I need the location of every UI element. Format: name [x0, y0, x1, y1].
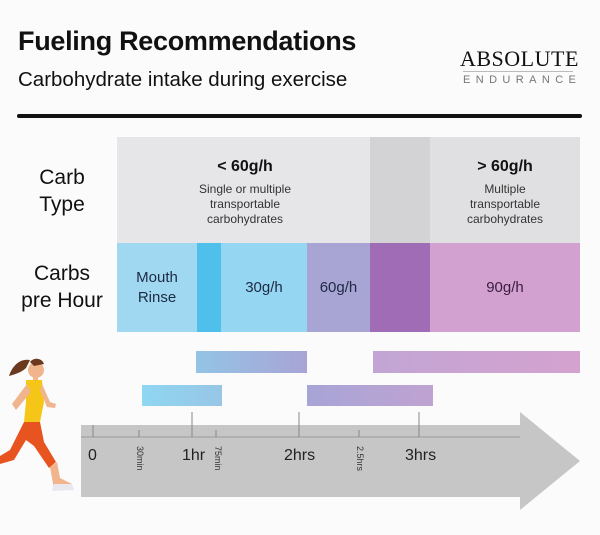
- logo-top: ABSOLUTE: [460, 46, 579, 71]
- carb-type-band-transition: [370, 137, 430, 243]
- bar-30gh: [196, 351, 307, 373]
- page-title: Fueling Recommendations: [18, 26, 357, 56]
- carb-type-band-low: [117, 137, 370, 243]
- row-label-line: Carb: [39, 166, 85, 189]
- segment-label: 30g/h: [245, 278, 283, 296]
- segment-30gh: 30g/h: [221, 243, 307, 332]
- desc-line: transportable: [209, 197, 281, 211]
- desc-line: transportable: [469, 197, 541, 211]
- row-label-carb-type: Carb Type: [20, 164, 104, 218]
- segment-60gh: 60g/h: [307, 243, 370, 332]
- tick-3hrs: 3hrs: [405, 447, 437, 464]
- page-subtitle: Carbohydrate intake during exercise: [18, 68, 348, 91]
- desc-line: carbohydrates: [466, 212, 544, 226]
- row-label-line: pre Hour: [21, 289, 103, 312]
- desc-line: Multiple: [484, 182, 526, 196]
- carb-type-desc: Single or multiple transportable carbohy…: [160, 182, 330, 227]
- segment-label: Mouth: [136, 268, 178, 286]
- bar-mouth-rinse: [142, 385, 222, 406]
- row-label-line: Carbs: [33, 262, 91, 285]
- tick-75min: 75min: [213, 446, 223, 471]
- carb-type-band-high: [430, 137, 580, 243]
- segment-90gh: 90g/h: [430, 243, 580, 332]
- segment-overlap-purple: [370, 243, 430, 332]
- tick-2-5hrs: 2.5hrs: [355, 446, 365, 472]
- tick-30min: 30min: [135, 446, 145, 471]
- segment-label: 60g/h: [319, 278, 358, 296]
- segment-overlap-blue: [197, 243, 221, 332]
- carb-type-high: > 60g/h Multiple transportable carbohydr…: [430, 158, 580, 227]
- tick-2hrs: 2hrs: [284, 447, 316, 464]
- segment-mouth-rinse: Mouth Rinse: [117, 243, 197, 332]
- tick-1hr: 1hr: [182, 447, 206, 464]
- desc-line: Single or multiple: [198, 182, 292, 196]
- logo-bottom: ENDURANCE: [463, 74, 582, 86]
- carb-type-low: < 60g/h Single or multiple transportable…: [160, 158, 330, 227]
- row-label-line: Type: [39, 193, 85, 216]
- header-rule: [17, 114, 582, 118]
- row-label-carbs-per-hour: Carbs pre Hour: [8, 260, 116, 314]
- bar-60gh: [307, 385, 433, 406]
- segment-label: 90g/h: [486, 278, 524, 296]
- logo-divider: [463, 71, 573, 72]
- carb-type-heading: > 60g/h: [477, 158, 533, 175]
- carb-type-heading: < 60g/h: [217, 158, 273, 175]
- bar-90gh: [373, 351, 580, 373]
- carb-type-desc: Multiple transportable carbohydrates: [430, 182, 580, 227]
- runner-icon: [0, 358, 74, 491]
- desc-line: carbohydrates: [206, 212, 284, 226]
- tick-0: 0: [88, 447, 97, 464]
- segment-label: Rinse: [137, 288, 177, 306]
